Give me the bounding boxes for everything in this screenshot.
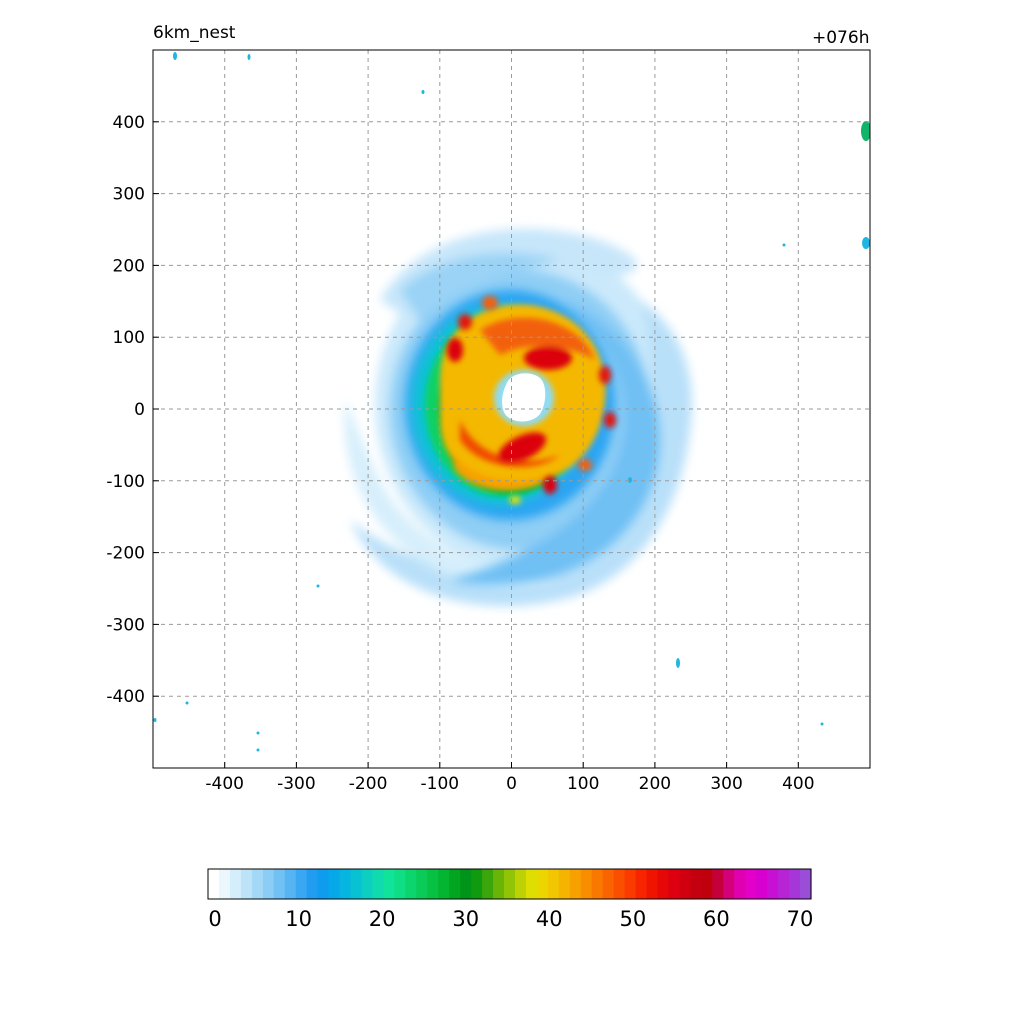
colorbar-swatch bbox=[218, 869, 231, 899]
colorbar-swatch bbox=[504, 869, 516, 899]
colorbar-swatch bbox=[284, 869, 297, 899]
colorbar-frame bbox=[207, 868, 812, 900]
colorbar-swatch bbox=[482, 869, 494, 899]
colorbar-swatch bbox=[536, 869, 549, 899]
colorbar-swatch bbox=[383, 869, 395, 899]
colorbar-swatch bbox=[547, 869, 560, 899]
y-tick-label: -300 bbox=[106, 615, 145, 635]
y-tick-label: 300 bbox=[113, 185, 145, 205]
colorbar-swatch bbox=[690, 869, 702, 899]
colorbar-swatch bbox=[295, 869, 308, 899]
x-tick-label: 0 bbox=[506, 774, 517, 794]
colorbar-tick-label: 70 bbox=[787, 907, 814, 931]
colorbar-swatch bbox=[767, 869, 779, 899]
x-tick-label: 100 bbox=[567, 774, 599, 794]
x-tick-label: 200 bbox=[639, 774, 671, 794]
colorbar-swatch bbox=[646, 869, 659, 899]
colorbar-tick-label: 40 bbox=[536, 907, 563, 931]
colorbar-swatch bbox=[668, 869, 681, 899]
chart-right-title: +076h bbox=[812, 28, 870, 48]
colorbar-swatch bbox=[679, 869, 691, 899]
colorbar-swatch bbox=[712, 869, 724, 899]
colorbar-swatch bbox=[701, 869, 713, 899]
colorbar-swatch bbox=[339, 869, 352, 899]
colorbar-swatch bbox=[778, 869, 790, 899]
colorbar-swatch bbox=[416, 869, 428, 899]
colorbar-tick-label: 30 bbox=[452, 907, 479, 931]
colorbar-swatch bbox=[745, 869, 757, 899]
colorbar-swatch bbox=[460, 869, 472, 899]
colorbar-tick-label: 0 bbox=[208, 907, 221, 931]
colorbar-swatch bbox=[229, 869, 242, 899]
colorbar-swatch bbox=[273, 869, 286, 899]
y-tick-label: 400 bbox=[113, 113, 145, 133]
x-tick-label: 300 bbox=[710, 774, 742, 794]
y-tick-label: 200 bbox=[113, 256, 145, 276]
x-tick-label: -100 bbox=[421, 774, 460, 794]
axes: -400 -300 -200 -100 0 100 200 300 400 400 300 200 10… bbox=[106, 49, 871, 794]
y-tick-label: 100 bbox=[113, 328, 145, 348]
colorbar-swatch bbox=[372, 869, 385, 899]
colorbar-swatch bbox=[361, 869, 374, 899]
y-tick-label: -100 bbox=[106, 472, 145, 492]
colorbar-swatch bbox=[657, 869, 670, 899]
colorbar-swatch bbox=[624, 869, 637, 899]
colorbar: 0 10 20 30 40 50 60 70 bbox=[207, 868, 814, 931]
colorbar-tick-label: 60 bbox=[703, 907, 730, 931]
colorbar-swatch bbox=[723, 869, 735, 899]
colorbar-swatch bbox=[427, 869, 439, 899]
colorbar-tick-label: 10 bbox=[285, 907, 312, 931]
colorbar-swatch bbox=[240, 869, 253, 899]
x-tick-label: 400 bbox=[782, 774, 814, 794]
colorbar-swatch bbox=[328, 869, 341, 899]
colorbar-swatch bbox=[525, 869, 538, 899]
colorbar-swatch bbox=[251, 869, 264, 899]
colorbar-swatch bbox=[394, 869, 406, 899]
colorbar-swatch bbox=[734, 869, 746, 899]
colorbar-swatch bbox=[208, 869, 220, 899]
x-tick-label: -200 bbox=[349, 774, 388, 794]
chart-left-title: 6km_nest bbox=[153, 23, 236, 43]
y-tick-label: -400 bbox=[106, 687, 145, 707]
colorbar-tick-label: 50 bbox=[619, 907, 646, 931]
y-tick-label: 0 bbox=[134, 400, 145, 420]
colorbar-swatch bbox=[438, 869, 450, 899]
colorbar-swatch bbox=[602, 869, 615, 899]
storm-field bbox=[153, 52, 870, 752]
colorbar-swatch bbox=[591, 869, 604, 899]
colorbar-swatch bbox=[306, 869, 319, 899]
colorbar-swatch bbox=[405, 869, 417, 899]
colorbar-swatch bbox=[514, 869, 527, 899]
x-tick-label: -400 bbox=[205, 774, 244, 794]
colorbar-swatch bbox=[613, 869, 626, 899]
colorbar-swatch bbox=[493, 869, 505, 899]
colorbar-swatch bbox=[789, 869, 801, 899]
colorbar-tick-label: 20 bbox=[369, 907, 396, 931]
colorbar-swatch bbox=[471, 869, 483, 899]
colorbar-swatch bbox=[317, 869, 330, 899]
colorbar-swatch bbox=[569, 869, 582, 899]
x-tick-label: -300 bbox=[277, 774, 316, 794]
colorbar-swatch bbox=[449, 869, 461, 899]
colorbar-swatch bbox=[558, 869, 571, 899]
colorbar-swatch bbox=[580, 869, 593, 899]
colorbar-swatch bbox=[756, 869, 768, 899]
colorbar-swatch bbox=[350, 869, 363, 899]
colorbar-swatch bbox=[800, 869, 812, 899]
colorbar-swatch bbox=[262, 869, 275, 899]
y-tick-label: -200 bbox=[106, 544, 145, 564]
colorbar-swatch bbox=[635, 869, 648, 899]
